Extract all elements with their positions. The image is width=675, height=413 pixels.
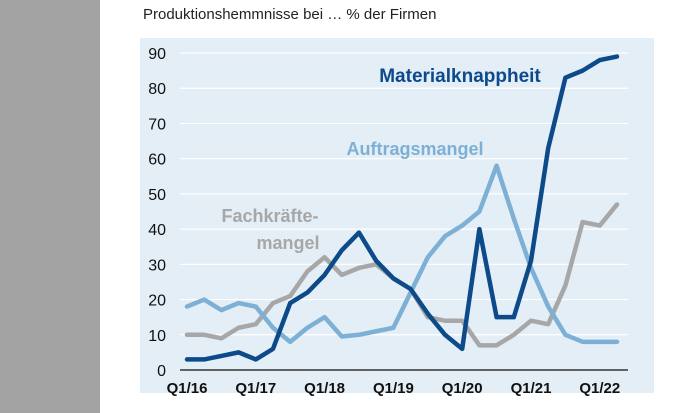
y-tick-label: 20: [148, 293, 166, 310]
x-tick-label: Q1/18: [304, 380, 345, 397]
y-tick-label: 0: [157, 363, 166, 380]
y-tick-labels: 0 10 20 30 40 50 60 70 80 90: [148, 46, 166, 380]
y-tick-label: 10: [148, 328, 166, 345]
x-tick-label: Q1/19: [373, 380, 414, 397]
x-tick-label: Q1/22: [579, 380, 620, 397]
series-lines: [184, 54, 620, 362]
y-tick-label: 50: [148, 187, 166, 204]
x-tick-label: Q1/20: [442, 380, 483, 397]
series-label: Materialknappheit: [379, 66, 541, 87]
series-labels: Materialknappheit Auftragsmangel Fachkräft…: [221, 66, 541, 253]
series-label: Auftragsmangel: [346, 139, 483, 159]
x-tick-labels: Q1/16 Q1/17 Q1/18 Q1/19 Q1/20 Q1/21 Q1/22: [167, 380, 621, 397]
x-tick-label: Q1/16: [167, 380, 208, 397]
series-line-auftragsmangel: [184, 163, 620, 345]
series-line-materialknappheit: [184, 54, 620, 362]
y-tick-label: 80: [148, 81, 166, 98]
x-tick-label: Q1/21: [511, 380, 552, 397]
series-label: Fachkräfte-: [221, 206, 318, 226]
x-tick-label: Q1/17: [235, 380, 276, 397]
y-tick-label: 60: [148, 152, 166, 169]
y-tick-label: 70: [148, 116, 166, 133]
y-tick-label: 30: [148, 257, 166, 274]
y-tick-label: 90: [148, 46, 166, 63]
series-label: mangel: [256, 233, 319, 253]
y-tick-label: 40: [148, 222, 166, 239]
side-bar: [0, 0, 100, 413]
chart-title: Produktionshemmnisse bei … % der Firmen: [143, 6, 437, 23]
